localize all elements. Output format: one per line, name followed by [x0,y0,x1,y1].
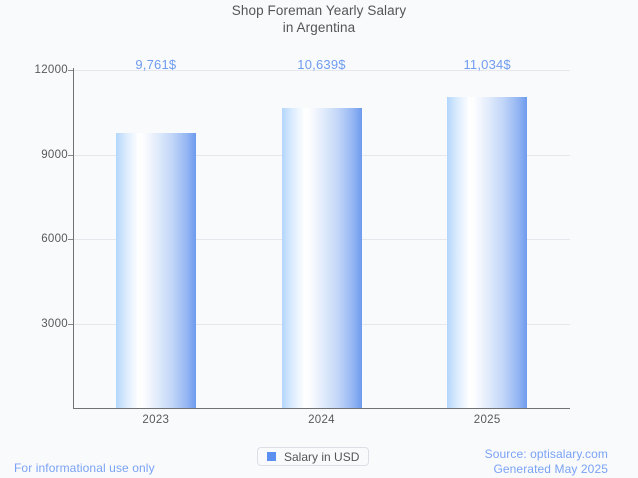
disclaimer-text: For informational use only [14,461,155,475]
chart-title: Shop Foreman Yearly Salary in Argentina [0,2,638,36]
y-tick-mark [68,70,73,71]
gridline [73,70,570,71]
bar-2023[interactable] [115,133,196,408]
y-tick-mark [68,239,73,240]
y-tick-label: 6000 [41,233,68,245]
source-credit: Source: optisalary.com Generated May 202… [485,447,608,477]
y-tick: 9000 [0,149,73,161]
x-tick-label-2023: 2023 [142,414,170,426]
y-tick-label: 3000 [41,317,68,330]
source-text: Source: optisalary.com [484,447,608,461]
y-tick-label: 12000 [34,64,68,76]
x-axis-line [73,408,570,409]
x-tick-label-2025: 2025 [473,414,501,426]
y-axis-line [73,68,74,409]
y-tick-mark [68,154,73,156]
generated-date-text: Generated May 2025 [493,462,608,476]
x-tick-label-2024: 2024 [308,414,335,426]
y-tick-label: 9000 [41,148,68,161]
chart-legend[interactable]: Salary in USD [257,447,370,466]
bar-value-label-2024: 10,639$ [297,57,346,72]
legend-swatch-icon [267,452,276,461]
y-tick: 6000 [0,233,73,245]
chart-title-line1: Shop Foreman Yearly Salary [231,3,407,18]
chart-title-line2: in Argentina [282,20,356,35]
bar-value-label-2023: 9,761$ [135,57,177,72]
y-tick: 3000 [0,318,73,330]
bar-2024[interactable] [281,108,362,408]
bar-value-label-2025: 11,034$ [463,57,511,72]
y-tick: 12000 [0,64,73,76]
y-tick-mark [68,323,73,325]
legend-item-label: Salary in USD [284,449,360,464]
bar-2025[interactable] [447,97,528,408]
